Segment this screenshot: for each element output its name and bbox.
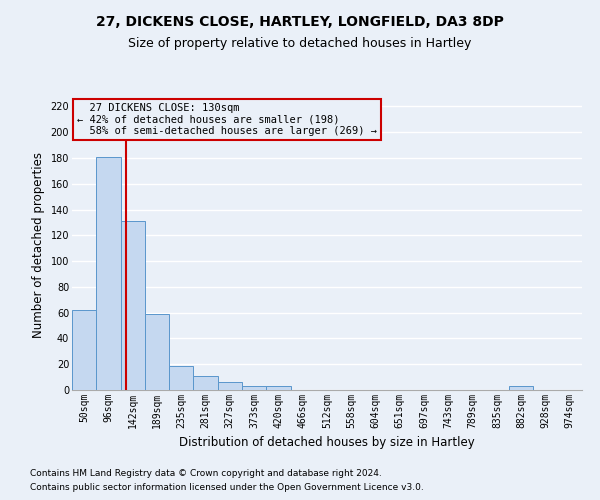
Y-axis label: Number of detached properties: Number of detached properties: [32, 152, 45, 338]
Text: Contains HM Land Registry data © Crown copyright and database right 2024.: Contains HM Land Registry data © Crown c…: [30, 468, 382, 477]
Bar: [96, 156, 121, 390]
X-axis label: Distribution of detached houses by size in Hartley: Distribution of detached houses by size …: [179, 436, 475, 450]
Text: 27, DICKENS CLOSE, HARTLEY, LONGFIELD, DA3 8DP: 27, DICKENS CLOSE, HARTLEY, LONGFIELD, D…: [96, 15, 504, 29]
Bar: [218, 382, 242, 390]
Bar: [169, 366, 193, 390]
Bar: [193, 376, 218, 390]
Text: 27 DICKENS CLOSE: 130sqm
← 42% of detached houses are smaller (198)
  58% of sem: 27 DICKENS CLOSE: 130sqm ← 42% of detach…: [77, 103, 377, 136]
Bar: [121, 221, 145, 390]
Text: Contains public sector information licensed under the Open Government Licence v3: Contains public sector information licen…: [30, 484, 424, 492]
Bar: [509, 386, 533, 390]
Bar: [266, 386, 290, 390]
Bar: [242, 386, 266, 390]
Text: Size of property relative to detached houses in Hartley: Size of property relative to detached ho…: [128, 38, 472, 51]
Bar: [72, 310, 96, 390]
Bar: [145, 314, 169, 390]
